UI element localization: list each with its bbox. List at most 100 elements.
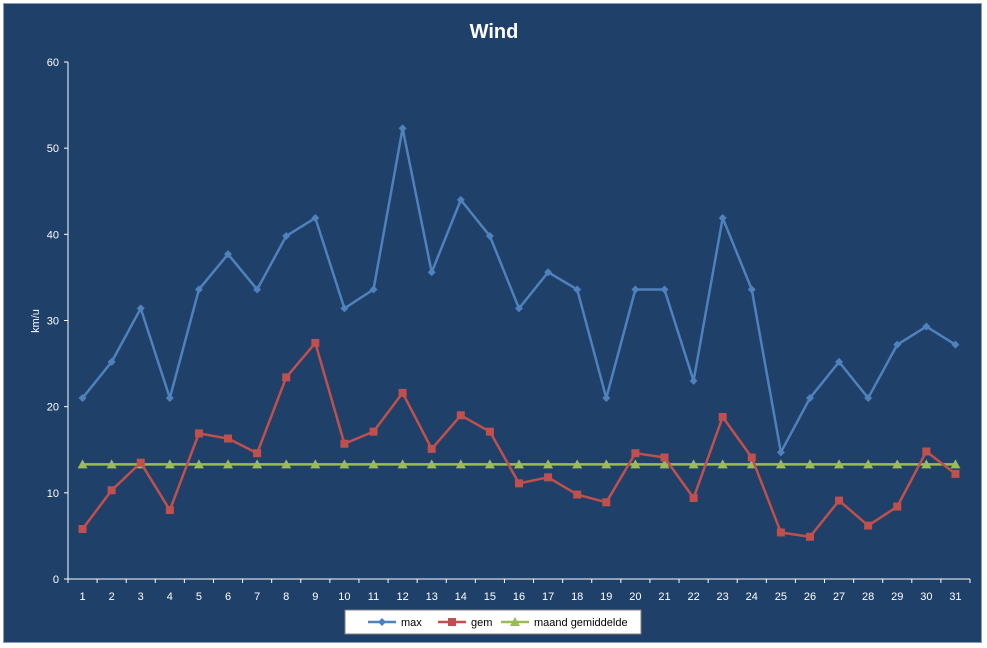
x-tick-label: 28: [862, 591, 874, 603]
data-point: [631, 449, 640, 458]
data-point: [573, 490, 582, 499]
x-tick-label: 7: [254, 591, 260, 603]
x-tick-label: 20: [629, 591, 641, 603]
data-point: [602, 394, 611, 403]
data-point: [165, 506, 174, 515]
data-point: [544, 473, 553, 482]
data-point: [456, 195, 465, 204]
data-point: [630, 459, 641, 469]
data-point: [107, 486, 116, 495]
series-line: [81, 127, 957, 454]
axes: [67, 62, 970, 580]
x-tick-label: 27: [833, 591, 845, 603]
data-point: [864, 394, 873, 403]
chart-title: Wind: [470, 21, 519, 43]
data-point: [659, 459, 670, 469]
data-point: [223, 459, 234, 469]
data-point: [688, 459, 699, 469]
data-point: [835, 496, 844, 505]
x-tick-label: 15: [484, 591, 496, 603]
data-point: [776, 448, 785, 457]
data-point: [485, 232, 494, 241]
x-axis-ticks: 1 2 3 4 5 6 7 8 9 10 11 12 13 14 15 16 17 18 19 20 21 22 23 24 2…: [67, 579, 971, 603]
data-point: [775, 459, 786, 469]
x-tick-label: 29: [891, 591, 903, 603]
y-tick-label: 60: [47, 57, 59, 69]
data-point: [689, 376, 698, 385]
data-point: [484, 459, 495, 469]
data-point: [515, 479, 523, 488]
x-tick-label: 1: [79, 591, 85, 603]
data-point: [193, 459, 204, 469]
data-point: [951, 340, 960, 349]
data-point: [310, 459, 321, 469]
data-point: [893, 340, 902, 349]
legend: max gem maand gemiddelde: [344, 609, 642, 635]
data-point: [602, 498, 611, 507]
data-point: [747, 453, 756, 462]
y-tick-label: 20: [47, 402, 59, 414]
x-tick-label: 6: [225, 591, 231, 603]
data-point: [282, 232, 291, 241]
data-point: [398, 124, 407, 133]
data-point: [689, 494, 698, 503]
legend-label: maand gemiddelde: [534, 617, 628, 629]
legend-marker: [448, 618, 456, 626]
data-point: [369, 285, 378, 294]
data-point: [164, 459, 175, 469]
x-tick-label: 19: [600, 591, 612, 603]
data-point: [369, 427, 378, 436]
data-point: [864, 521, 873, 530]
data-point: [340, 304, 349, 313]
x-tick-label: 30: [920, 591, 932, 603]
data-point: [253, 285, 262, 294]
x-tick-label: 16: [513, 591, 525, 603]
legend-marker: [510, 617, 520, 626]
chart-area: Wind km/u 0 10 20 30 40 50 60 1 2 3 4 5 6 7 8 9 10 11 12 1…: [3, 3, 982, 643]
data-point: [951, 469, 960, 478]
x-tick-label: 31: [949, 591, 961, 603]
data-point: [892, 459, 903, 469]
x-tick-label: 25: [775, 591, 787, 603]
data-point: [311, 338, 320, 347]
y-tick-label: 30: [47, 316, 59, 328]
data-point: [514, 459, 524, 469]
legend-entry: maand gemiddelde: [501, 617, 628, 629]
data-point: [805, 394, 814, 403]
data-point: [253, 449, 262, 458]
data-point: [368, 459, 379, 469]
x-tick-label: 13: [426, 591, 438, 603]
data-point: [893, 502, 902, 511]
data-point: [601, 459, 612, 469]
x-tick-label: 11: [368, 591, 379, 603]
data-point: [834, 459, 845, 469]
x-tick-label: 3: [138, 591, 144, 603]
data-point: [543, 459, 554, 469]
x-tick-label: 10: [338, 591, 350, 603]
series-max: [78, 124, 960, 457]
x-tick-label: 9: [312, 591, 318, 603]
data-point: [717, 459, 728, 469]
data-point: [252, 459, 263, 469]
data-point: [281, 459, 292, 469]
y-axis-ticks: 0 10 20 30 40 50 60: [47, 57, 68, 586]
series-layer: [77, 124, 961, 541]
legend-marker: [378, 618, 386, 626]
data-point: [950, 459, 961, 469]
data-point: [136, 458, 145, 467]
data-point: [165, 394, 174, 403]
y-tick-label: 40: [47, 229, 59, 241]
data-point: [78, 394, 87, 403]
data-point: [515, 304, 523, 313]
y-tick-label: 10: [47, 488, 59, 500]
data-point: [804, 459, 815, 469]
data-point: [660, 453, 669, 462]
data-point: [340, 439, 349, 448]
data-point: [339, 459, 350, 469]
x-tick-label: 18: [571, 591, 583, 603]
data-point: [311, 213, 320, 222]
data-point: [776, 528, 785, 537]
legend-entry: max: [368, 617, 422, 629]
data-point: [426, 459, 437, 469]
